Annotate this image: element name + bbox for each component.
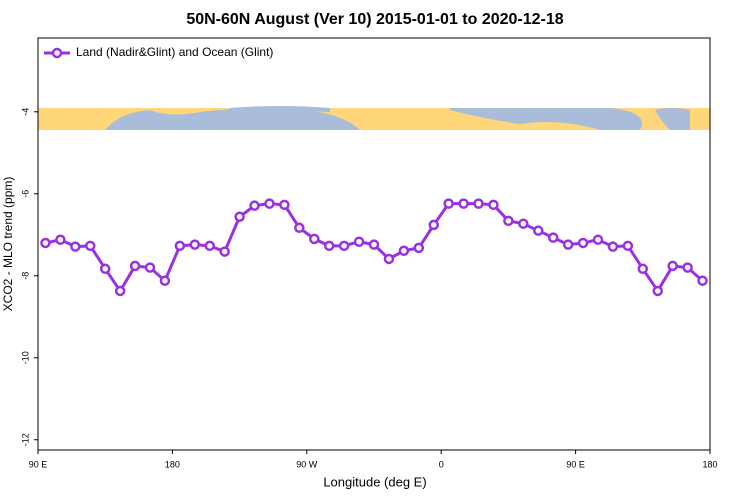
point-marker [114,285,126,297]
point-marker [204,240,215,252]
point-marker [503,215,514,227]
x-axis-label: Longitude (deg E) [323,474,426,489]
y-tick-label: -8 [20,272,30,280]
point-marker [85,240,96,252]
point-marker [413,242,425,254]
point-marker [55,234,66,245]
point-marker [533,225,544,236]
x-tick-label: 90 E [566,459,585,469]
legend-marker [51,47,63,59]
point-marker [682,262,693,273]
point-marker [279,199,290,211]
point-marker [518,218,529,229]
point-marker [174,240,186,252]
map-strip [38,106,710,130]
point-marker [234,211,245,222]
point-marker [562,239,574,250]
x-tick-label: 90 W [296,459,318,469]
point-marker [577,237,589,249]
point-marker [159,275,171,286]
point-marker [383,253,395,265]
legend-label: Land (Nadir&Glint) and Ocean (Glint) [76,45,273,59]
point-marker [667,260,678,272]
x-tick-label: 90 E [29,459,48,469]
chart-title: 50N-60N August (Ver 10) 2015-01-01 to 20… [186,11,563,28]
point-marker [368,239,380,250]
point-marker [428,219,439,231]
plot-frame [37,37,711,451]
point-marker [219,246,230,257]
point-marker [353,236,365,247]
point-marker [592,234,604,245]
point-marker [249,200,260,211]
point-marker [488,199,499,211]
x-tick-label: 180 [702,459,717,469]
point-marker [264,198,275,209]
point-marker [443,198,454,209]
point-marker [189,239,201,250]
legend: Land (Nadir&Glint) and Ocean (Glint) [44,45,273,59]
y-tick-label: -10 [20,351,30,364]
x-tick-label: 0 [439,459,444,469]
point-marker [458,198,469,209]
point-marker [99,263,111,275]
point-marker [473,198,484,209]
x-tick-label: 180 [165,459,180,469]
y-axis-label: XCO2 - MLO trend (ppm) [1,177,15,312]
point-marker [697,275,708,286]
point-marker [547,232,559,243]
y-tick-label: -4 [20,108,30,116]
y-tick-label: -6 [20,190,30,198]
point-marker [637,263,649,275]
point-marker [70,241,81,252]
point-marker [144,262,156,273]
point-marker [294,222,305,234]
point-marker [40,237,51,249]
point-marker [129,260,141,272]
point-marker [607,241,619,252]
y-tick-label: -12 [20,433,30,446]
point-marker [323,240,335,252]
point-marker [338,240,350,252]
point-marker [652,285,663,297]
point-marker [622,240,634,252]
point-marker [309,233,320,245]
point-marker [398,245,410,257]
